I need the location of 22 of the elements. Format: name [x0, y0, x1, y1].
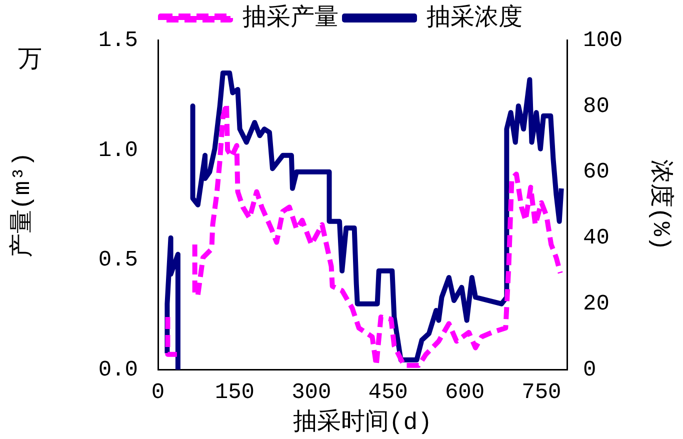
- y-axis-title: 产量(m³): [8, 152, 37, 258]
- y2-tick-label: 40: [583, 226, 610, 251]
- y-tick-label: 0.5: [98, 248, 138, 273]
- x-tick-label: 0: [151, 380, 165, 405]
- x-tick-label: 150: [214, 380, 254, 405]
- x-axis-title: 抽采时间(d): [292, 408, 432, 437]
- x-tick-label: 450: [368, 380, 408, 405]
- y2-tick-label: 0: [583, 358, 596, 383]
- y2-tick-label: 20: [583, 292, 610, 317]
- x-tick-label: 600: [444, 380, 485, 405]
- y-tick-label: 1.5: [98, 28, 138, 53]
- legend-label: 抽采浓度: [426, 3, 522, 32]
- y2-tick-label: 80: [583, 94, 610, 119]
- y2-axis-title: 浓度(%): [646, 159, 676, 251]
- x-tick-label: 300: [292, 380, 332, 405]
- text: 万: [18, 47, 42, 74]
- y2-tick-label: 60: [583, 160, 610, 185]
- y-tick-label: 0.0: [98, 358, 138, 383]
- x-tick-label: 750: [522, 380, 562, 405]
- y2-tick-label: 100: [583, 28, 623, 53]
- legend-label: 抽采产量: [242, 3, 338, 32]
- y-tick-label: 1.0: [98, 138, 138, 163]
